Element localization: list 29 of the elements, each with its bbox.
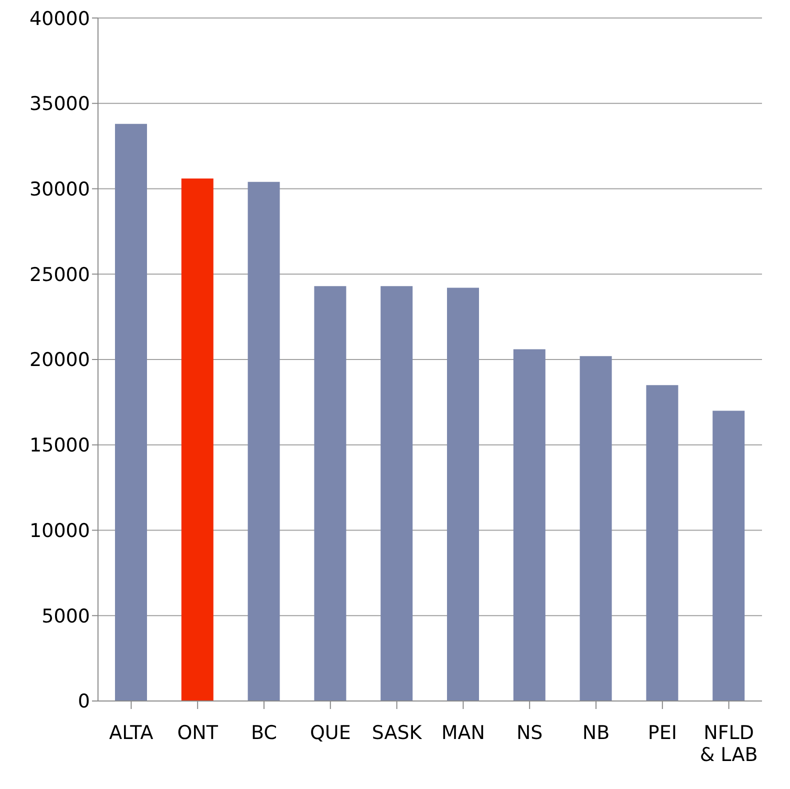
x-tick-label: NS xyxy=(516,722,543,744)
y-tick-label: 15000 xyxy=(30,434,90,457)
x-tick-label: SASK xyxy=(372,722,422,744)
y-tick-label: 0 xyxy=(78,690,90,713)
x-tick-label: PEI xyxy=(648,722,677,744)
bar xyxy=(513,349,546,701)
bar xyxy=(181,178,214,701)
y-tick-label: 35000 xyxy=(30,93,90,116)
x-tick-label: ONT xyxy=(177,722,218,744)
x-tick-label: QUE xyxy=(310,722,351,744)
bar xyxy=(115,124,147,701)
x-tick-label: MAN xyxy=(441,722,486,744)
x-tick-label: NFLD & LAB xyxy=(700,722,758,766)
bar xyxy=(447,288,479,701)
y-tick-label: 25000 xyxy=(30,264,90,286)
y-tick-label: 10000 xyxy=(30,520,90,542)
y-tick-label: 5000 xyxy=(42,605,90,628)
y-tick-label: 30000 xyxy=(30,178,90,200)
y-tick-label: 40000 xyxy=(30,8,90,30)
x-tick-label: NB xyxy=(582,722,610,744)
bar xyxy=(712,410,745,701)
bar xyxy=(646,385,678,701)
x-tick-label: BC xyxy=(251,722,277,744)
bar xyxy=(248,182,280,701)
bar xyxy=(580,356,612,701)
x-tick-label: ALTA xyxy=(109,722,154,744)
bar xyxy=(380,286,413,701)
y-tick-label: 20000 xyxy=(30,349,90,372)
bar xyxy=(314,286,346,701)
